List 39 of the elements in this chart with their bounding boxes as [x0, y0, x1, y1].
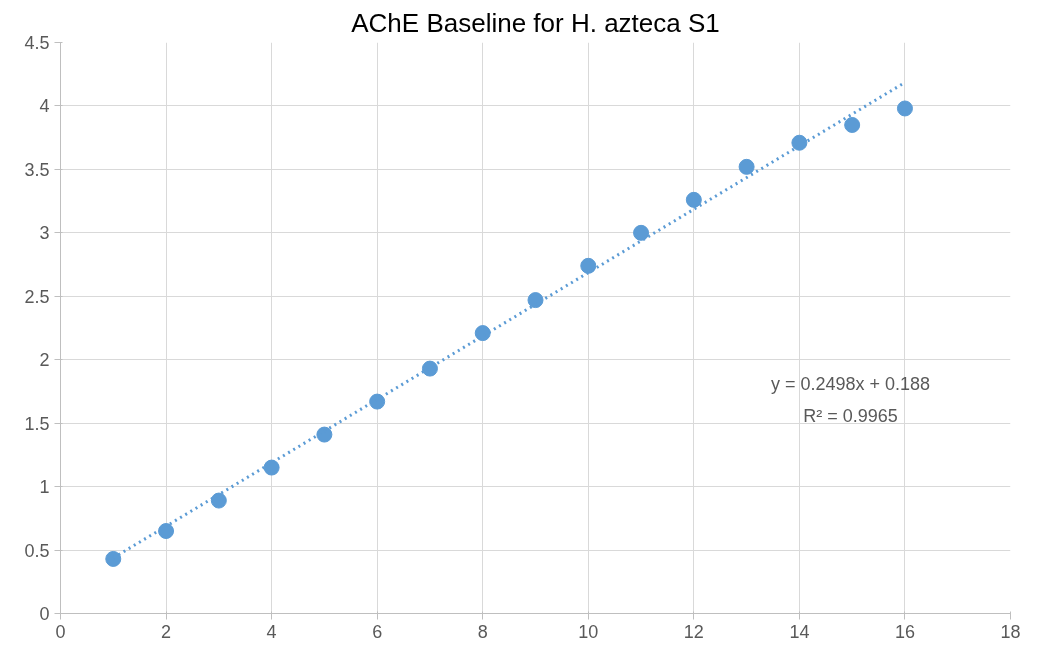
y-tick-label: 0.5 [24, 540, 50, 561]
y-tick-label: 3 [39, 223, 50, 244]
point [105, 550, 122, 567]
x-tick-label: 6 [372, 621, 383, 642]
point [844, 116, 861, 133]
x-tick-label: 8 [477, 621, 488, 642]
x-tick-label: 2 [161, 621, 172, 642]
point [685, 191, 702, 208]
x-tick-label: 4 [266, 621, 277, 642]
point [158, 523, 175, 540]
point [263, 459, 280, 476]
point [210, 492, 227, 509]
annotation: y = 0.2498x + 0.188 [770, 373, 931, 394]
x-tick-label: 16 [894, 621, 915, 642]
y-tick-label: 2.5 [24, 286, 50, 307]
point [369, 393, 386, 410]
chart-title: AChE Baseline for H. azteca S1 [351, 7, 720, 38]
y-tick-label: 3.5 [24, 159, 50, 180]
point [316, 426, 333, 443]
point [580, 257, 597, 274]
point [474, 325, 491, 342]
annotation: R² = 0.9965 [803, 405, 898, 426]
y-tick-label: 4 [39, 96, 50, 117]
point [896, 100, 913, 117]
y-tick-label: 1.5 [24, 413, 50, 434]
y-tick-label: 2 [39, 350, 50, 371]
x-tick-label: 12 [683, 621, 704, 642]
x-tick-label: 18 [1000, 621, 1021, 642]
y-tick-label: 0 [39, 604, 50, 624]
x-tick-label: 10 [578, 621, 599, 642]
point [421, 360, 438, 377]
point [633, 224, 650, 241]
x-tick-label: 14 [789, 621, 810, 642]
point [791, 134, 808, 151]
y-tick-label: 4.5 [24, 33, 50, 53]
point [527, 292, 544, 309]
y-tick-label: 1 [39, 477, 50, 498]
point [738, 158, 755, 175]
x-tick-label: 0 [55, 621, 66, 642]
